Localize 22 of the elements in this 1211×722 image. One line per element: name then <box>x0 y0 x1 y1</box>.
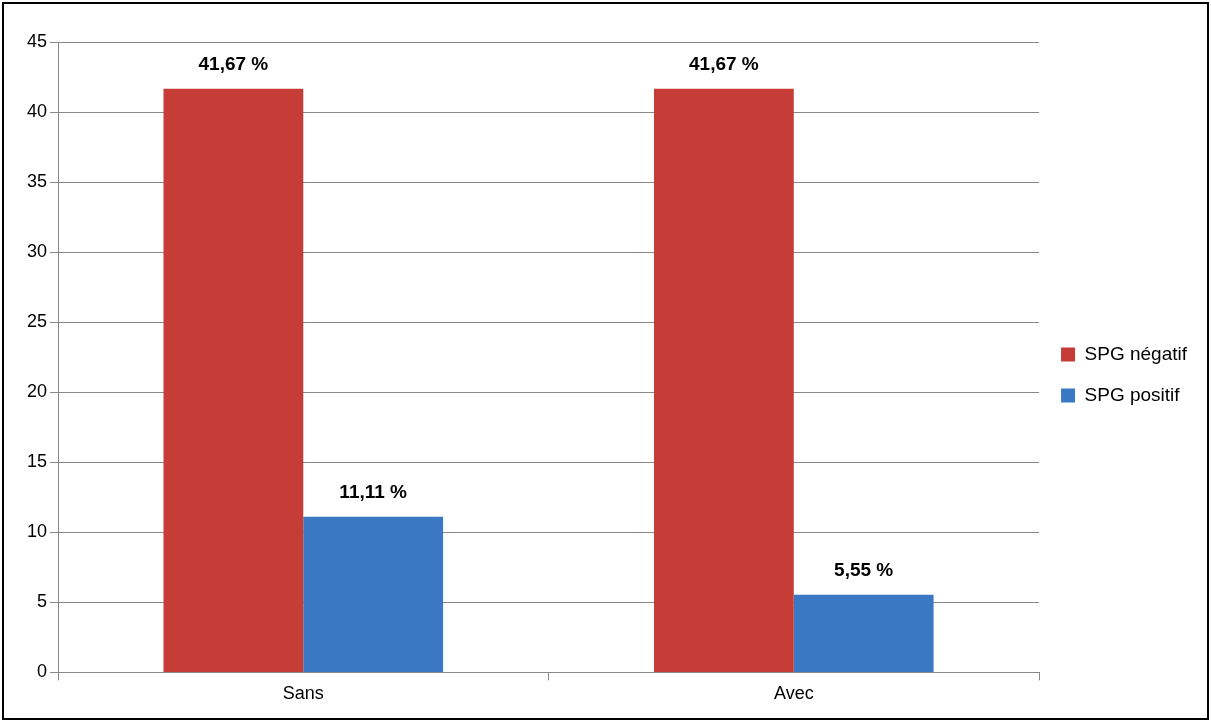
y-tick-label: 0 <box>37 661 48 682</box>
x-tick-label: Sans <box>282 683 324 704</box>
y-tick-label: 20 <box>26 381 48 402</box>
y-tick-label: 45 <box>26 30 48 51</box>
data-label: 5,55 % <box>834 559 894 581</box>
x-tick-label: Avec <box>773 683 814 704</box>
data-label: 41,67 % <box>689 53 759 75</box>
bar <box>793 594 934 672</box>
y-tick-label: 30 <box>26 241 48 262</box>
y-tick-label: 25 <box>26 311 48 332</box>
bar <box>163 88 304 672</box>
legend-label: SPG positif <box>1084 383 1181 405</box>
y-tick-label: 15 <box>26 451 48 472</box>
y-tick-label: 40 <box>26 101 48 122</box>
y-tick-label: 35 <box>26 171 48 192</box>
bar <box>303 516 444 672</box>
y-tick-label: 5 <box>37 591 48 612</box>
y-tick-label: 10 <box>26 521 48 542</box>
legend-label: SPG négatif <box>1084 342 1188 364</box>
data-label: 11,11 % <box>339 481 408 503</box>
bar <box>654 88 794 672</box>
data-label: 41,67 % <box>198 53 269 75</box>
